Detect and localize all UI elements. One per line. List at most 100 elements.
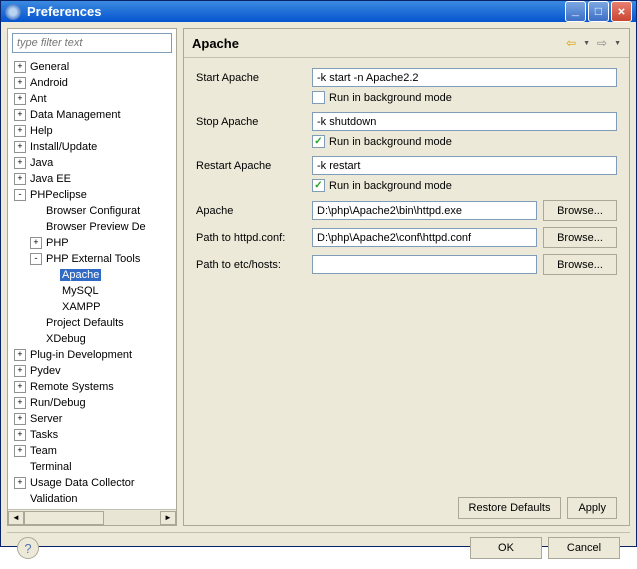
stop-bg-checkbox[interactable]: ✓ <box>312 135 325 148</box>
tree-expand-icon[interactable]: + <box>14 157 26 169</box>
tree-item-data-management[interactable]: +Data Management <box>8 107 176 123</box>
scroll-track[interactable] <box>24 511 160 525</box>
tree-expand-icon[interactable]: - <box>14 189 26 201</box>
tree-item-label: Java EE <box>28 173 73 185</box>
tree-item-java[interactable]: +Java <box>8 155 176 171</box>
tree-item-apache[interactable]: Apache <box>8 267 176 283</box>
tree-expand-icon[interactable]: + <box>14 125 26 137</box>
hosts-browse-button[interactable]: Browse... <box>543 254 617 275</box>
restart-apache-input[interactable] <box>312 156 617 175</box>
tree-expand-icon[interactable]: + <box>14 61 26 73</box>
tree-item-terminal[interactable]: Terminal <box>8 459 176 475</box>
scroll-right-button[interactable]: ► <box>160 511 176 525</box>
tree-item-project-defaults[interactable]: Project Defaults <box>8 315 176 331</box>
start-bg-label: Run in background mode <box>329 92 452 104</box>
start-apache-label: Start Apache <box>196 72 306 84</box>
tree-item-label: Terminal <box>28 461 74 473</box>
restore-row: Restore Defaults Apply <box>184 491 629 525</box>
tree-item-label: Android <box>28 77 70 89</box>
tree-item-browser-preview-de[interactable]: Browser Preview De <box>8 219 176 235</box>
tree-expand-icon[interactable]: + <box>14 365 26 377</box>
tree-item-xampp[interactable]: XAMPP <box>8 299 176 315</box>
start-bg-checkbox[interactable] <box>312 91 325 104</box>
tree-item-label: PHP <box>44 237 71 249</box>
tree-expand-icon[interactable]: + <box>14 141 26 153</box>
tree-item-label: Tasks <box>28 429 60 441</box>
scroll-thumb[interactable] <box>24 511 104 525</box>
close-button[interactable]: ✕ <box>611 1 632 22</box>
tree-item-general[interactable]: +General <box>8 59 176 75</box>
tree-expand-icon[interactable]: + <box>14 381 26 393</box>
tree-item-label: General <box>28 61 71 73</box>
tree-item-ant[interactable]: +Ant <box>8 91 176 107</box>
apache-path-input[interactable] <box>312 201 537 220</box>
tree-item-browser-configurat[interactable]: Browser Configurat <box>8 203 176 219</box>
tree-expand-icon[interactable]: + <box>14 109 26 121</box>
form-area: Start Apache Run in background mode Stop… <box>184 58 629 491</box>
tree-item-label: Plug-in Development <box>28 349 134 361</box>
tree-item-usage-data-collector[interactable]: +Usage Data Collector <box>8 475 176 491</box>
tree-expand-icon[interactable]: + <box>14 77 26 89</box>
start-apache-input[interactable] <box>312 68 617 87</box>
tree-expand-icon[interactable]: + <box>14 397 26 409</box>
nav-back-menu[interactable]: ▼ <box>583 40 590 47</box>
tree-expand-icon[interactable]: + <box>14 173 26 185</box>
tree-item-label: Data Management <box>28 109 123 121</box>
tree-item-run-debug[interactable]: +Run/Debug <box>8 395 176 411</box>
tree-expand-icon[interactable]: + <box>14 413 26 425</box>
tree-item-pydev[interactable]: +Pydev <box>8 363 176 379</box>
tree-item-tasks[interactable]: +Tasks <box>8 427 176 443</box>
httpd-conf-input[interactable] <box>312 228 537 247</box>
tree-item-label: XDebug <box>44 333 88 345</box>
tree-item-team[interactable]: +Team <box>8 443 176 459</box>
tree-item-label: Run/Debug <box>28 397 88 409</box>
apache-browse-button[interactable]: Browse... <box>543 200 617 221</box>
tree-item-xdebug[interactable]: XDebug <box>8 331 176 347</box>
tree-item-label: Project Defaults <box>44 317 126 329</box>
tree-item-label: MySQL <box>60 285 101 297</box>
httpd-browse-button[interactable]: Browse... <box>543 227 617 248</box>
tree-item-help[interactable]: +Help <box>8 123 176 139</box>
tree-item-php[interactable]: +PHP <box>8 235 176 251</box>
tree-expand-icon[interactable]: + <box>30 237 42 249</box>
tree-expand-icon[interactable]: + <box>14 445 26 457</box>
tree-item-mysql[interactable]: MySQL <box>8 283 176 299</box>
filter-input[interactable] <box>12 33 172 53</box>
apply-button[interactable]: Apply <box>567 497 617 519</box>
tree-item-install-update[interactable]: +Install/Update <box>8 139 176 155</box>
tree-item-validation[interactable]: Validation <box>8 491 176 507</box>
tree-item-java-ee[interactable]: +Java EE <box>8 171 176 187</box>
minimize-button[interactable]: _ <box>565 1 586 22</box>
tree-expand-icon[interactable]: + <box>14 429 26 441</box>
tree-item-phpeclipse[interactable]: -PHPeclipse <box>8 187 176 203</box>
cancel-button[interactable]: Cancel <box>548 537 620 559</box>
nav-back-icon[interactable]: ⇦ <box>563 35 579 51</box>
hosts-path-input[interactable] <box>312 255 537 274</box>
tree-item-label: Help <box>28 125 55 137</box>
horizontal-scrollbar[interactable]: ◄ ► <box>8 509 176 525</box>
tree-item-server[interactable]: +Server <box>8 411 176 427</box>
tree-expand-icon[interactable]: + <box>14 93 26 105</box>
nav-forward-menu[interactable]: ▼ <box>614 40 621 47</box>
ok-button[interactable]: OK <box>470 537 542 559</box>
stop-apache-input[interactable] <box>312 112 617 131</box>
tree-item-php-external-tools[interactable]: -PHP External Tools <box>8 251 176 267</box>
tree-item-label: Java <box>28 157 55 169</box>
restore-defaults-button[interactable]: Restore Defaults <box>458 497 562 519</box>
tree-item-android[interactable]: +Android <box>8 75 176 91</box>
tree-item-label: Apache <box>60 269 101 281</box>
help-icon[interactable]: ? <box>17 537 39 559</box>
restart-bg-checkbox[interactable]: ✓ <box>312 179 325 192</box>
tree-item-remote-systems[interactable]: +Remote Systems <box>8 379 176 395</box>
tree-expand-icon[interactable]: + <box>14 477 26 489</box>
scroll-left-button[interactable]: ◄ <box>8 511 24 525</box>
restart-apache-label: Restart Apache <box>196 160 306 172</box>
app-icon <box>5 4 21 20</box>
preferences-tree[interactable]: +General+Android+Ant+Data Management+Hel… <box>8 57 176 509</box>
tree-pane: +General+Android+Ant+Data Management+Hel… <box>7 28 177 526</box>
tree-expand-icon[interactable]: - <box>30 253 42 265</box>
tree-item-plug-in-development[interactable]: +Plug-in Development <box>8 347 176 363</box>
nav-forward-icon[interactable]: ⇨ <box>594 35 610 51</box>
tree-expand-icon[interactable]: + <box>14 349 26 361</box>
maximize-button[interactable]: □ <box>588 1 609 22</box>
